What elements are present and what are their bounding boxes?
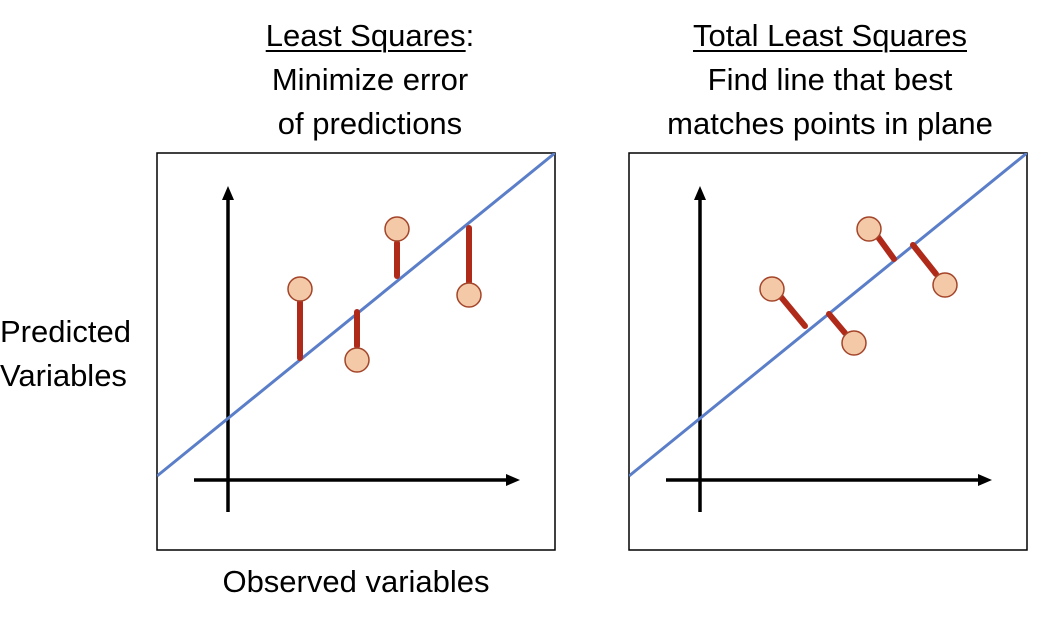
least-squares-heading-colon: : [465, 18, 475, 53]
y-axis-label-line2: Variables [0, 358, 127, 393]
y-axis-label: Predicted Variables [0, 310, 150, 398]
total-least-squares-y-arrowhead [694, 186, 706, 200]
total-least-squares-x-arrowhead [978, 474, 992, 486]
total-least-squares-axes [666, 186, 992, 512]
least-squares-point-3 [384, 216, 410, 242]
total-least-squares-points [759, 216, 958, 356]
total-least-squares-point-2 [841, 330, 867, 356]
total-least-squares-subtitle-line1: Find line that best [707, 62, 953, 97]
total-least-squares-point-3 [856, 216, 882, 242]
least-squares-point-2 [344, 347, 370, 373]
least-squares-subtitle-line1: Minimize error [271, 62, 469, 97]
total-least-squares-heading-text: Total Least Squares [692, 18, 967, 53]
least-squares-heading: Least Squares: [160, 14, 580, 58]
least-squares-x-arrowhead [506, 474, 520, 486]
least-squares-point-4 [456, 282, 482, 308]
least-squares-y-arrowhead [222, 186, 234, 200]
total-least-squares-residual-3 [875, 234, 897, 262]
total-least-squares-residual-2 [826, 311, 848, 336]
total-least-squares-residuals [778, 234, 939, 336]
total-least-squares-point-1 [759, 276, 785, 302]
total-least-squares-title: Total Least Squares Find line that best … [620, 14, 1040, 146]
total-least-squares-frame [628, 152, 1028, 551]
total-least-squares-residual-4 [910, 242, 939, 277]
least-squares-points [287, 216, 482, 373]
least-squares-title: Least Squares: Minimize error of predict… [160, 14, 580, 146]
least-squares-point-1 [287, 276, 313, 302]
y-axis-label-line1: Predicted [0, 314, 131, 349]
least-squares-residuals [297, 225, 472, 361]
least-squares-heading-text: Least Squares [265, 18, 466, 53]
least-squares-panel [156, 152, 556, 551]
x-axis-label: Observed variables [222, 564, 490, 599]
total-least-squares-panel [628, 152, 1028, 551]
total-least-squares-subtitle-line2: matches points in plane [667, 106, 993, 141]
least-squares-subtitle-line2: of predictions [277, 106, 463, 141]
least-squares-axes [194, 186, 520, 512]
total-least-squares-heading: Total Least Squares [620, 14, 1040, 58]
total-least-squares-residual-1 [778, 294, 808, 329]
total-least-squares-point-4 [932, 272, 958, 298]
